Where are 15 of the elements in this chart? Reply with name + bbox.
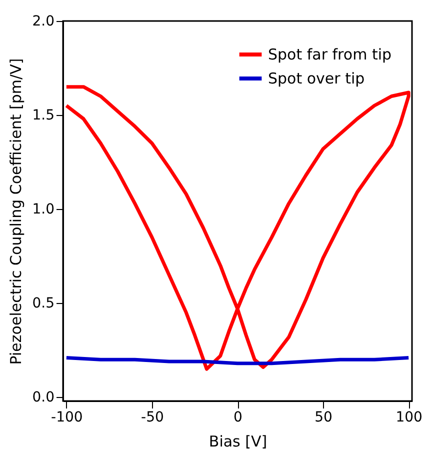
x-tick-label: 50 — [314, 410, 332, 426]
legend-label: Spot far from tip — [268, 46, 392, 64]
x-tick-label: -100 — [51, 410, 83, 426]
y-axis-title: Piezoelectric Coupling Coefficient [pm/V] — [7, 58, 26, 365]
y-tick-label: 2.0 — [32, 14, 54, 30]
x-tick-label: -50 — [141, 410, 164, 426]
y-tick-label: 0.0 — [32, 390, 54, 406]
x-tick-label: 0 — [234, 410, 242, 426]
line-series — [64, 85, 410, 371]
y-tick-label: 1.5 — [32, 108, 54, 124]
x-tick-label: 100 — [396, 410, 422, 426]
y-tick-label: 1.0 — [32, 202, 54, 218]
legend-label: Spot over tip — [268, 70, 365, 88]
y-tick-label: 0.5 — [32, 296, 54, 312]
x-axis-title: Bias [V] — [208, 432, 268, 450]
